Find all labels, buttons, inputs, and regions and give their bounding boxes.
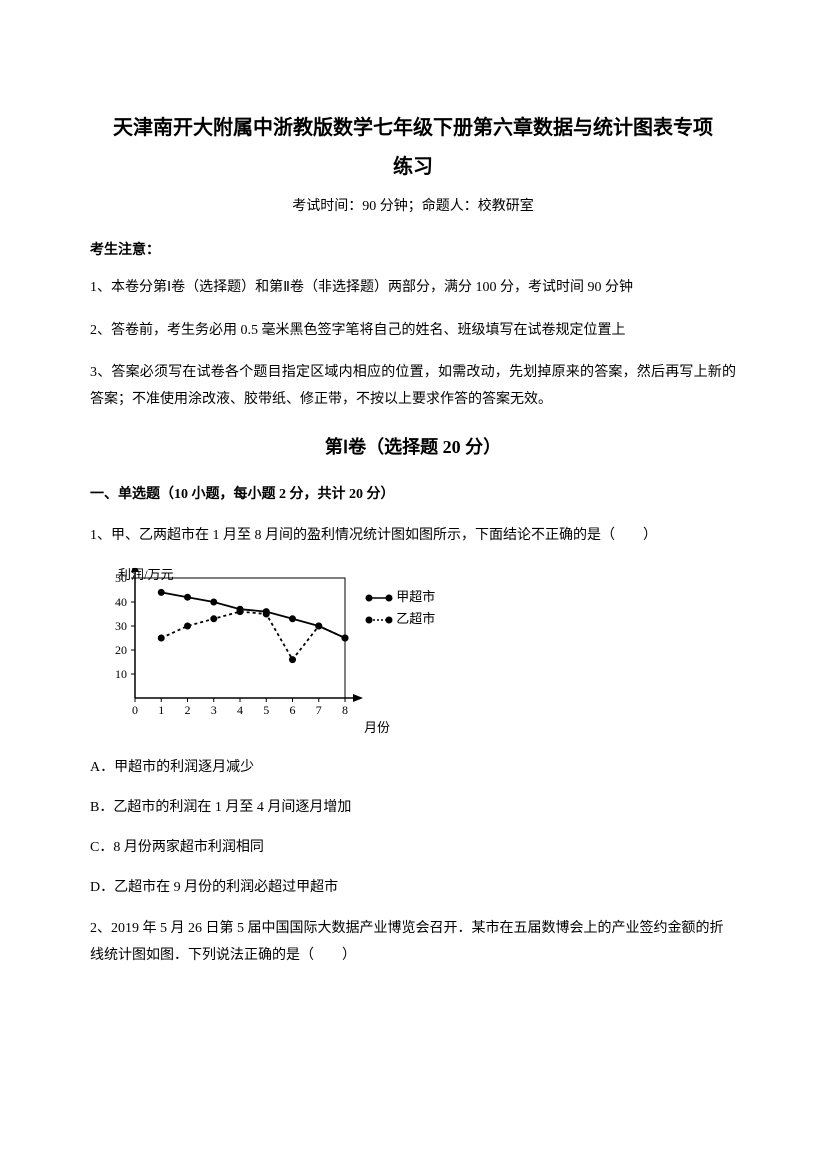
question-2-text: 2、2019 年 5 月 26 日第 5 届中国国际大数据产业博览会召开．某市在… bbox=[90, 916, 736, 969]
svg-text:5: 5 bbox=[263, 703, 269, 717]
doc-title-line2: 练习 bbox=[90, 150, 736, 179]
svg-text:30: 30 bbox=[115, 619, 127, 633]
chart-xlabel: 月份 bbox=[364, 717, 390, 736]
notice-item: 2、答卷前，考生务必用 0.5 毫米黑色签字笔将自己的姓名、班级填写在试卷规定位… bbox=[90, 318, 736, 345]
svg-text:3: 3 bbox=[211, 703, 217, 717]
svg-text:8: 8 bbox=[342, 703, 348, 717]
svg-text:7: 7 bbox=[316, 703, 322, 717]
svg-text:6: 6 bbox=[290, 703, 296, 717]
exam-meta: 考试时间：90 分钟；命题人：校教研室 bbox=[90, 195, 736, 215]
svg-text:4: 4 bbox=[237, 703, 243, 717]
notice-item: 1、本卷分第Ⅰ卷（选择题）和第Ⅱ卷（非选择题）两部分，满分 100 分，考试时间… bbox=[90, 275, 736, 302]
notice-header: 考生注意： bbox=[90, 239, 736, 259]
q1-option-d: D．乙超市在 9 月份的利润必超过甲超市 bbox=[90, 876, 736, 896]
q1-option-c: C．8 月份两家超市利润相同 bbox=[90, 836, 736, 856]
subsection-header: 一、单选题（10 小题，每小题 2 分，共计 20 分） bbox=[90, 483, 736, 503]
svg-text:40: 40 bbox=[115, 595, 127, 609]
chart-ylabel: 利润/万元 bbox=[118, 564, 174, 583]
q1-option-a: A．甲超市的利润逐月减少 bbox=[90, 756, 736, 776]
svg-text:0: 0 bbox=[132, 703, 138, 717]
q1-option-b: B．乙超市的利润在 1 月至 4 月间逐月增加 bbox=[90, 796, 736, 816]
notice-item: 3、答案必须写在试卷各个题目指定区域内相应的位置，如需改动，先划掉原来的答案，然… bbox=[90, 360, 736, 413]
q1-chart: 利润/万元 1020304050012345678 月份 甲超市 乙超市 bbox=[90, 568, 450, 738]
question-1-text: 1、甲、乙两超市在 1 月至 8 月间的盈利情况统计图如图所示，下面结论不正确的… bbox=[90, 523, 736, 550]
legend-jia-label: 甲超市 bbox=[396, 589, 435, 604]
legend-yi-label: 乙超市 bbox=[396, 611, 435, 626]
svg-text:20: 20 bbox=[115, 643, 127, 657]
section-header: 第Ⅰ卷（选择题 20 分） bbox=[90, 433, 736, 459]
legend-jia: 甲超市 bbox=[365, 586, 435, 605]
svg-text:1: 1 bbox=[158, 703, 164, 717]
doc-title-line1: 天津南开大附属中浙教版数学七年级下册第六章数据与统计图表专项 bbox=[90, 110, 736, 146]
svg-text:2: 2 bbox=[185, 703, 191, 717]
svg-text:10: 10 bbox=[115, 667, 127, 681]
legend-yi: 乙超市 bbox=[365, 608, 435, 627]
